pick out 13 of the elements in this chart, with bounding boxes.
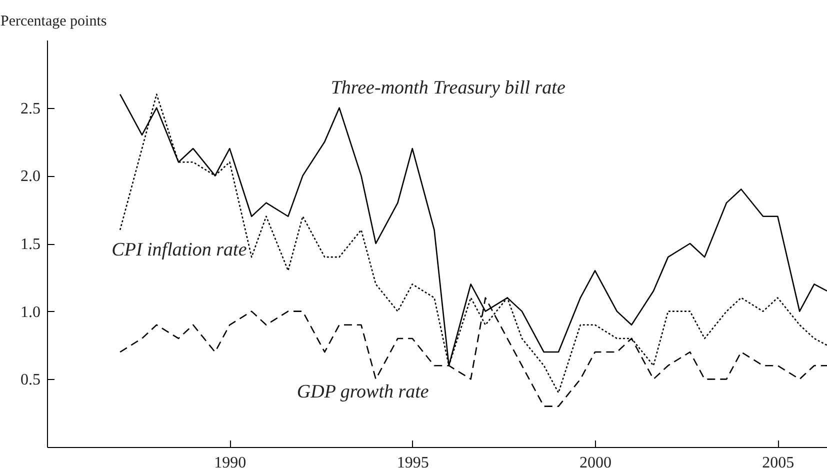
x-tick-label: 1990 [214,454,246,472]
x-tick-label: 2005 [762,454,794,472]
y-tick-label: 0.5 [20,372,40,389]
series-label: Three-month Treasury bill rate [330,77,566,98]
y-tick-label: 1.0 [20,304,40,321]
y-tick-label: 1.5 [20,236,40,253]
series-label: GDP growth rate [296,381,429,402]
series-label: CPI inflation rate [112,240,247,261]
y-tick-label: 2.0 [20,168,40,186]
y-axis-title: Percentage points [0,14,107,30]
y-tick-label: 2.5 [20,100,40,118]
x-tick-label: 2000 [580,454,612,472]
x-tick-label: 1995 [396,454,429,472]
